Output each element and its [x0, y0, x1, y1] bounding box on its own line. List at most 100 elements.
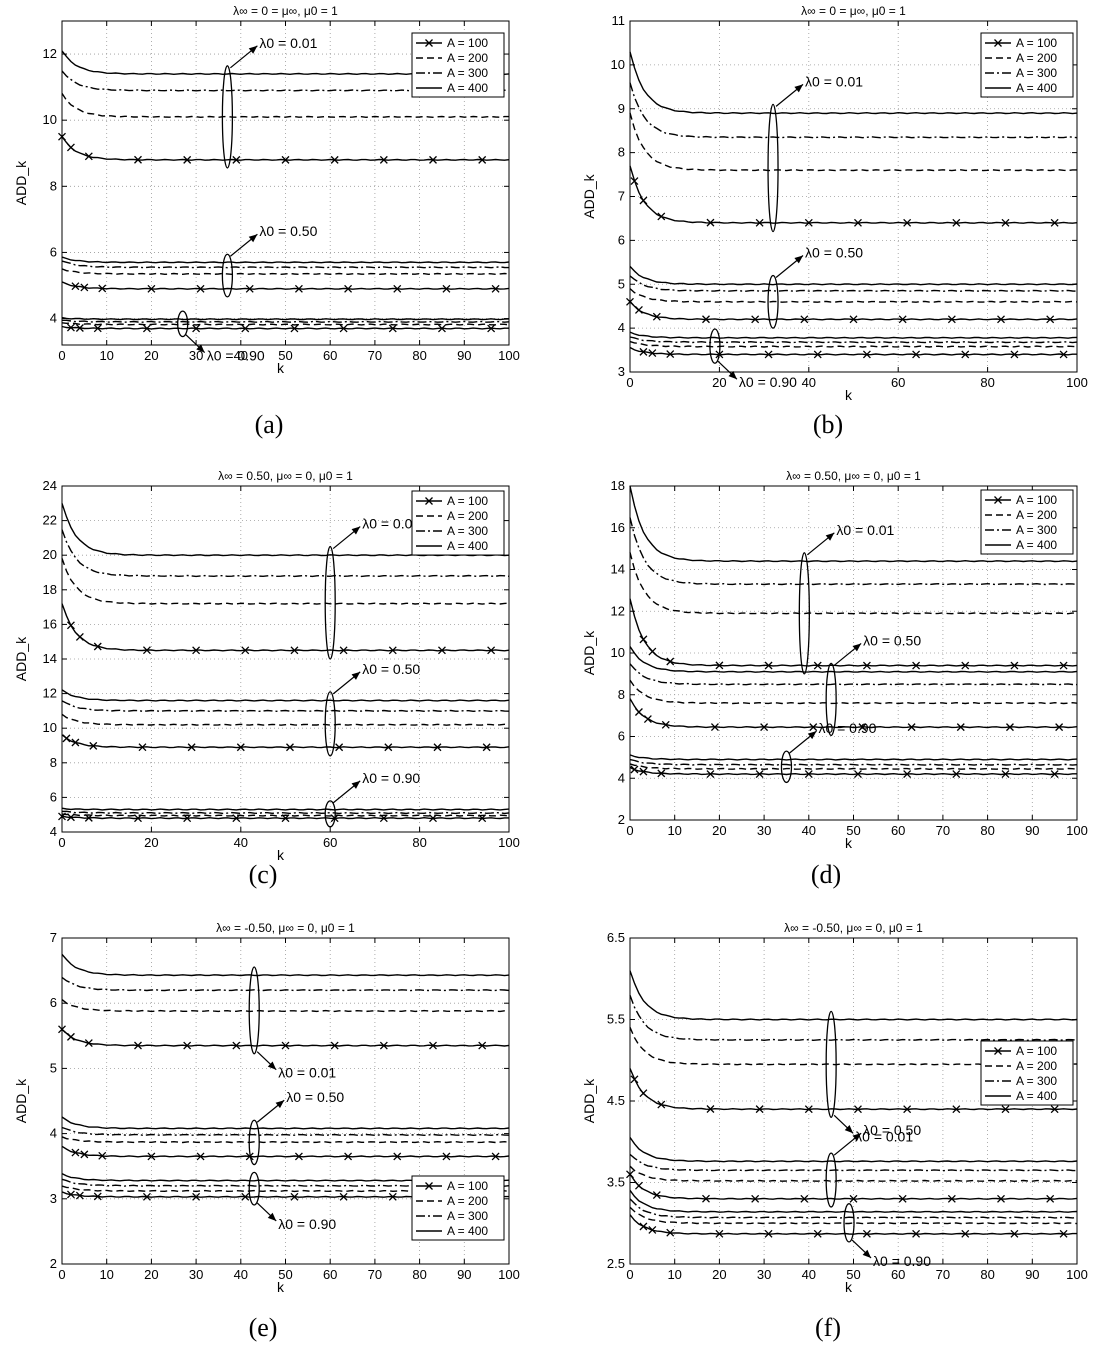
series-line-A300	[62, 319, 510, 323]
series-line-A400	[629, 331, 1078, 339]
series-line-A100	[61, 1028, 510, 1047]
data-point-marker	[93, 1192, 102, 1201]
group-ellipse	[221, 65, 234, 169]
y-tick-label: 5	[618, 276, 625, 291]
series-line-A400	[61, 689, 510, 702]
series-line-A200	[629, 763, 1078, 771]
data-point-marker	[281, 1041, 290, 1050]
y-tick-label: 7	[618, 189, 625, 204]
y-axis-label: ADD_k	[13, 1078, 29, 1123]
x-tick-label: 40	[802, 1267, 816, 1282]
legend-marker	[994, 1047, 1002, 1055]
x-tick-label: 100	[1066, 823, 1088, 838]
data-point-marker	[236, 743, 245, 752]
chart-title: λ∞ = 0.50, μ∞ = 0, μ0 = 1	[218, 469, 353, 483]
data-point-marker	[241, 324, 250, 333]
data-point-marker	[706, 218, 715, 227]
data-point-marker	[751, 315, 760, 324]
series-line-A200	[629, 112, 1077, 172]
data-point-marker	[849, 1194, 858, 1203]
series-line-A400	[629, 485, 1078, 563]
data-point-marker	[1001, 1105, 1010, 1114]
data-point-marker	[1059, 1229, 1068, 1238]
data-point-marker	[630, 765, 639, 774]
y-tick-label: 4	[618, 320, 625, 335]
x-tick-label: 90	[457, 348, 471, 363]
x-tick-label: 80	[412, 1267, 426, 1282]
legend-entry: A = 100	[1016, 36, 1057, 50]
data-point-marker	[482, 743, 491, 752]
y-tick-label: 8	[50, 755, 57, 770]
series-line-A200	[61, 713, 510, 726]
series-line-A200	[61, 268, 510, 276]
legend-marker	[994, 496, 1002, 504]
data-point-marker	[755, 218, 764, 227]
panel-caption: (a)	[255, 410, 284, 439]
series-line-A300	[61, 529, 510, 578]
x-tick-label: 90	[1025, 823, 1039, 838]
series-line-A400	[629, 51, 1078, 115]
x-tick-label: 100	[1066, 375, 1088, 390]
data-point-marker	[854, 1105, 862, 1114]
y-tick-label: 12	[611, 603, 625, 618]
x-tick-label: 80	[412, 835, 426, 850]
data-point-marker	[652, 1191, 661, 1200]
arrow-head	[351, 780, 361, 789]
data-point-marker	[755, 1105, 764, 1114]
data-point-marker	[388, 646, 397, 655]
data-point-marker	[666, 350, 675, 359]
group-label: λ0 = 0.50	[863, 632, 921, 648]
data-point-marker	[433, 743, 442, 752]
y-tick-label: 3	[50, 1191, 57, 1206]
data-point-marker	[89, 741, 98, 750]
y-tick-label: 9	[618, 101, 625, 116]
panel-caption: (e)	[249, 1313, 278, 1342]
series-line-A400	[629, 754, 1078, 761]
data-point-marker	[330, 1041, 339, 1050]
x-tick-label: 20	[712, 375, 726, 390]
data-point-marker	[961, 1229, 970, 1238]
data-point-marker	[330, 155, 339, 164]
data-point-marker	[388, 1192, 397, 1201]
data-point-marker	[634, 305, 643, 314]
series-line-A200	[629, 340, 1078, 348]
data-point-marker	[66, 323, 75, 332]
data-point-marker	[862, 350, 871, 359]
data-point-marker	[804, 218, 813, 227]
data-point-marker	[478, 155, 487, 164]
x-tick-label: 0	[626, 375, 633, 390]
data-point-marker	[854, 218, 862, 227]
data-point-marker	[715, 1229, 724, 1238]
x-tick-label: 40	[234, 835, 248, 850]
data-point-marker	[639, 1089, 648, 1098]
y-axis-label: ADD_k	[13, 636, 29, 681]
series-line-A400	[629, 1189, 1078, 1213]
y-tick-label: 8	[50, 178, 57, 193]
data-point-marker	[626, 297, 634, 306]
data-point-marker	[634, 708, 643, 716]
data-point-marker	[639, 767, 648, 776]
data-point-marker	[1050, 1105, 1059, 1114]
data-point-marker	[1001, 770, 1010, 779]
data-point-marker	[907, 723, 916, 732]
y-axis-label: ADD_k	[581, 173, 597, 218]
data-point-marker	[804, 1105, 813, 1114]
arrow-head	[351, 671, 361, 680]
series-line-A300	[629, 82, 1078, 139]
series-line-A300	[61, 700, 510, 713]
x-tick-label: 40	[802, 375, 816, 390]
data-point-marker	[657, 769, 666, 778]
x-tick-label: 90	[1025, 1267, 1039, 1282]
arrow-head	[794, 84, 804, 93]
y-tick-label: 20	[43, 547, 57, 562]
x-tick-label: 30	[757, 1267, 771, 1282]
data-point-marker	[147, 284, 156, 293]
series-line-A100	[61, 603, 510, 652]
group-ellipse	[780, 750, 793, 784]
arrow-head	[807, 731, 817, 740]
legend-entry: A = 200	[447, 1194, 488, 1208]
series-line-A300	[629, 995, 1078, 1042]
data-point-marker	[187, 743, 196, 752]
series-line-A200	[61, 813, 510, 817]
